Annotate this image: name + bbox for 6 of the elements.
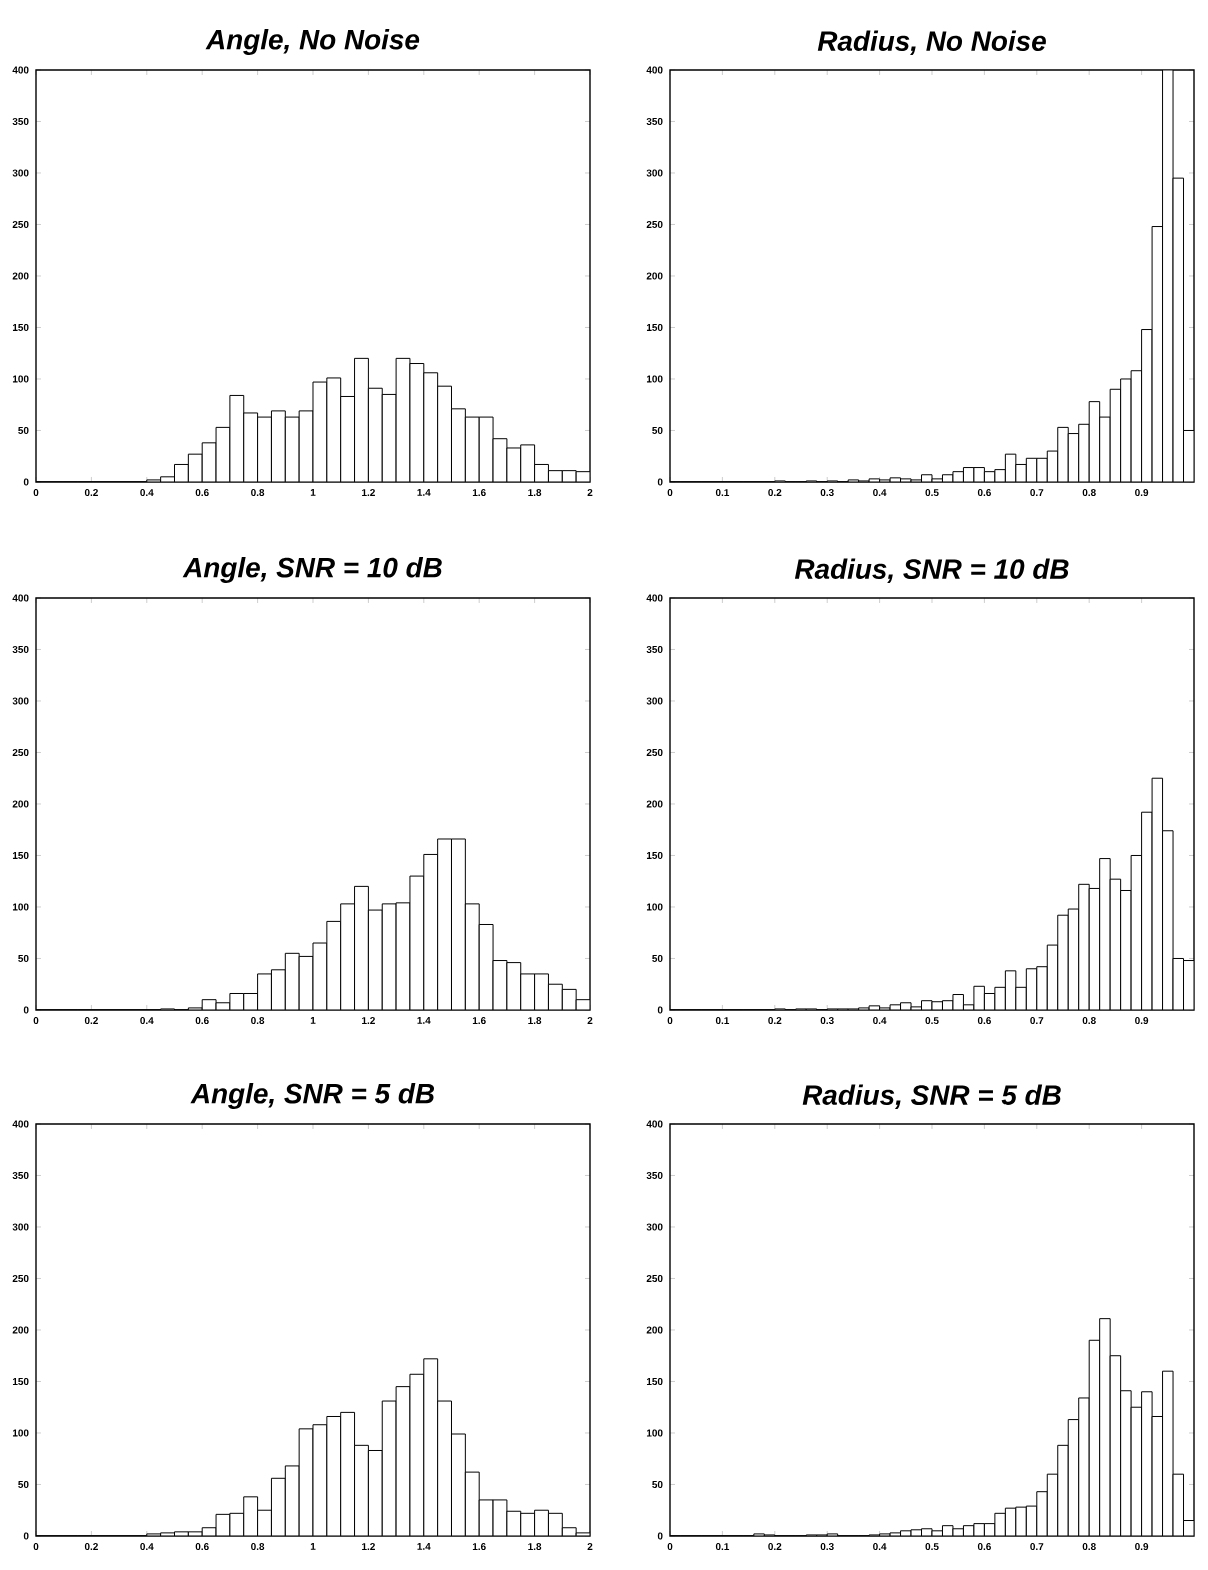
- chart-title: Angle, No Noise: [205, 28, 420, 55]
- chart-title: Angle, SNR = 5 dB: [190, 1082, 435, 1109]
- chart-title: Angle, SNR = 10 dB: [182, 556, 442, 583]
- chart-title: Radius, SNR = 5 dB: [802, 1084, 1061, 1109]
- chart-title: Radius, No Noise: [817, 30, 1046, 55]
- chart-title: Radius, SNR = 10 dB: [794, 558, 1069, 583]
